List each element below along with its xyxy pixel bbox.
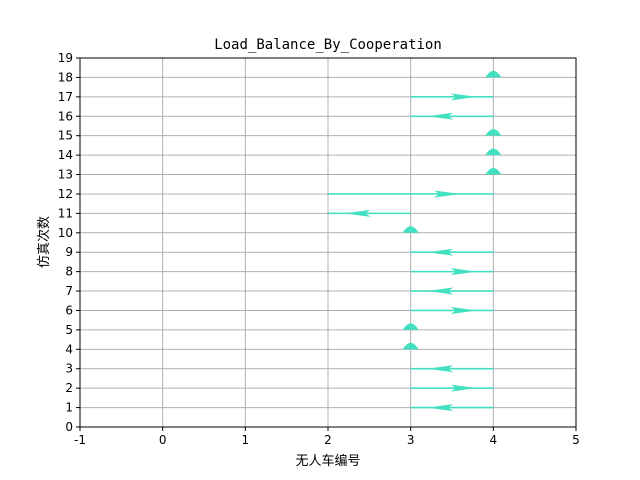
chart-title: Load_Balance_By_Cooperation <box>214 37 442 53</box>
y-tick-label: 18 <box>58 70 73 84</box>
x-axis-label: 无人车编号 <box>295 453 360 469</box>
arrow-head <box>427 404 454 412</box>
quiver-arrow <box>410 112 494 120</box>
quiver-arrow <box>328 209 411 217</box>
arrow-marker <box>402 323 419 330</box>
y-tick-label: 15 <box>58 129 73 143</box>
y-tick-label: 13 <box>58 168 73 182</box>
quiver-arrow <box>410 306 494 314</box>
arrow-head <box>427 287 454 295</box>
arrow-marker <box>402 226 419 233</box>
y-tick-label: 12 <box>58 187 73 201</box>
x-tick-label: -1 <box>74 433 86 447</box>
quiver-arrow <box>485 148 502 156</box>
x-tick-label: 4 <box>490 433 498 447</box>
quiver-arrow <box>402 226 419 233</box>
quiver-arrow <box>328 190 494 198</box>
quiver-arrow <box>410 384 494 392</box>
arrow-head <box>344 209 371 217</box>
grid-layer <box>79 57 577 428</box>
y-tick-label: 11 <box>58 206 73 220</box>
y-tick-label: 7 <box>65 284 73 298</box>
y-tick-label: 4 <box>65 342 73 356</box>
y-tick-label: 0 <box>65 420 73 434</box>
quiver-arrow <box>410 93 494 101</box>
arrow-marker <box>402 342 419 350</box>
y-tick-label: 17 <box>58 90 73 104</box>
y-tick-label: 3 <box>65 362 73 376</box>
y-tick-label: 2 <box>65 381 73 395</box>
y-axis-label: 仿真次数 <box>36 216 52 268</box>
arrow-layer <box>328 70 502 412</box>
arrow-head <box>427 365 454 373</box>
quiver-arrow <box>402 342 419 350</box>
quiver-arrow <box>485 168 502 175</box>
x-tick-label: 5 <box>572 433 580 447</box>
arrow-marker <box>485 168 502 175</box>
arrow-head <box>427 248 454 256</box>
y-tick-label: 16 <box>58 109 73 123</box>
quiver-arrow <box>410 287 494 295</box>
quiver-arrow <box>485 129 502 136</box>
arrow-head <box>427 112 454 120</box>
x-tick-label: 2 <box>324 433 332 447</box>
arrow-head <box>450 306 477 314</box>
arrow-head <box>434 190 461 198</box>
y-tick-label: 8 <box>65 265 73 279</box>
quiver-arrow <box>402 323 419 330</box>
arrow-marker <box>485 70 502 78</box>
quiver-arrow <box>410 268 494 276</box>
arrow-head <box>450 268 477 276</box>
quiver-arrow <box>485 70 502 78</box>
y-tick-label: 5 <box>65 323 73 337</box>
x-tick-label: 0 <box>159 433 167 447</box>
arrow-marker <box>485 129 502 136</box>
y-tick-label: 14 <box>58 148 73 162</box>
y-tick-label: 1 <box>65 401 73 415</box>
y-tick-label: 19 <box>58 51 73 65</box>
arrow-marker <box>485 148 502 156</box>
y-tick-label: 9 <box>65 245 73 259</box>
x-tick-label: 3 <box>407 433 415 447</box>
quiver-arrow <box>410 365 494 373</box>
arrow-head <box>450 384 477 392</box>
quiver-arrow <box>410 248 494 256</box>
y-tick-label: 6 <box>65 303 73 317</box>
quiver-arrow <box>410 404 494 412</box>
x-tick-label: 1 <box>242 433 250 447</box>
y-tick-label: 10 <box>58 226 73 240</box>
arrow-head <box>450 93 477 101</box>
